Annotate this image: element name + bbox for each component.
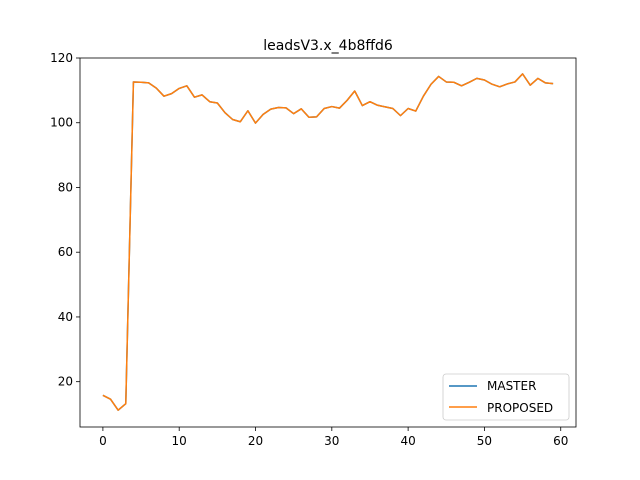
legend: MASTER PROPOSED xyxy=(442,373,570,421)
x-tick-label: 10 xyxy=(172,434,187,448)
y-tick-label: 60 xyxy=(58,245,73,259)
x-tick-label: 0 xyxy=(99,434,107,448)
y-tick-label: 80 xyxy=(58,180,73,194)
plot-area xyxy=(102,73,554,411)
x-tick-label: 30 xyxy=(324,434,339,448)
x-tick-label: 40 xyxy=(400,434,415,448)
chart-title: leadsV3.x_4b8ffd6 xyxy=(263,38,393,54)
x-tick-label: 60 xyxy=(553,434,568,448)
legend-label-master: MASTER xyxy=(487,379,536,393)
y-tick-label: 20 xyxy=(58,375,73,389)
y-tick-label: 40 xyxy=(58,310,73,324)
legend-label-proposed: PROPOSED xyxy=(487,401,553,415)
x-tick-label: 20 xyxy=(248,434,263,448)
x-tick-label: 50 xyxy=(477,434,492,448)
x-axis: 0 10 20 30 40 50 60 xyxy=(99,427,568,448)
y-tick-label: 100 xyxy=(50,116,73,130)
y-axis: 20 40 60 80 100 120 xyxy=(50,51,80,389)
axes-frame xyxy=(79,57,577,428)
y-tick-label: 120 xyxy=(50,51,73,65)
series-line-proposed xyxy=(102,73,554,411)
